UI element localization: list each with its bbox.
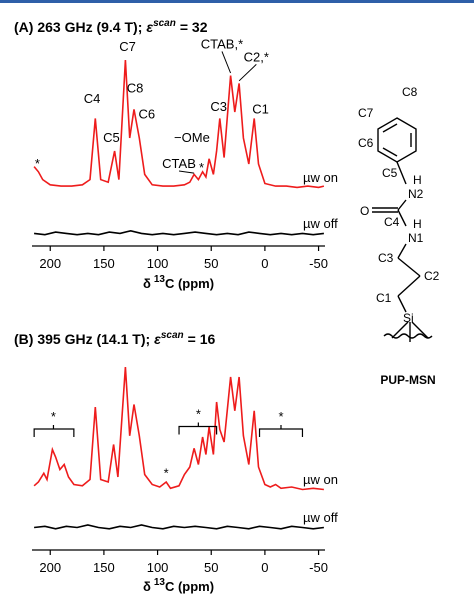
peak-label: CTAB (162, 156, 196, 171)
panel-title: (B) 395 GHz (14.1 T); εscan = 16 (14, 330, 215, 347)
spectrum-line (33, 59, 325, 189)
title-superscript: scan (161, 330, 184, 341)
x-tick-label: 0 (261, 256, 268, 271)
peak-label: * (164, 465, 169, 480)
peak-label: CTAB,* (201, 36, 243, 51)
atom-label: Si (403, 311, 414, 325)
surface-wave (383, 333, 433, 339)
x-tick-label: 50 (204, 560, 218, 575)
x-label-superscript: 13 (154, 274, 166, 285)
peak-label: C4 (84, 91, 101, 106)
spectrum-line (33, 366, 324, 491)
series-label: µw off (303, 216, 338, 231)
x-axis-label: δ 13C (ppm) (143, 274, 214, 291)
x-axis-label: δ 13C (ppm) (143, 577, 214, 594)
bond (382, 123, 398, 133)
peak-label: C7 (119, 39, 136, 54)
peak-label: −OMe (174, 130, 210, 145)
bond (397, 295, 407, 313)
atom-label: N2 (408, 187, 424, 201)
atom-label: C8 (402, 85, 418, 99)
atom-label: C6 (358, 136, 374, 150)
atom-label: C7 (358, 106, 374, 120)
title-symbol: ε (154, 331, 161, 347)
x-tick-label: 0 (261, 560, 268, 575)
bond (382, 147, 398, 157)
x-tick-label: 200 (39, 256, 61, 271)
x-tick-label: -50 (309, 256, 328, 271)
peak-label: * (278, 409, 283, 424)
atom-label: C1 (376, 291, 392, 305)
x-tick-label: 150 (93, 256, 115, 271)
bond (397, 243, 407, 259)
bracket (178, 422, 218, 435)
molecule-name: PUP-MSN (380, 373, 435, 387)
x-tick-label: 200 (39, 560, 61, 575)
molecule: C8 C7 C6 C5 H N2 O C4 H N1 C3 C2 C1 Si P… (358, 85, 440, 387)
x-tick-label: 50 (204, 256, 218, 271)
top-rule (0, 0, 474, 3)
peak-label: C5 (103, 130, 120, 145)
series-label: µw on (303, 472, 338, 487)
title-text: (A) 263 GHz (9.4 T); (14, 19, 142, 35)
pointer (221, 51, 232, 74)
peak-label: C1 (252, 101, 269, 116)
x-tick-label: 100 (147, 560, 169, 575)
atom-label: C5 (382, 166, 398, 180)
title-superscript: scan (153, 18, 176, 29)
bond (397, 275, 421, 297)
atom-label: N1 (408, 231, 424, 245)
atom-label: H (413, 217, 422, 231)
peak-label: * (196, 407, 201, 422)
atom-label: H (413, 173, 422, 187)
peak-label: C3 (210, 99, 227, 114)
bond (411, 321, 429, 339)
x-label-symbol: δ (143, 579, 151, 594)
peak-label: C6 (139, 107, 156, 122)
x-label-unit: C (ppm) (165, 276, 214, 291)
x-label-superscript: 13 (154, 577, 166, 588)
peak-label: * (199, 160, 204, 175)
x-tick-label: 150 (93, 560, 115, 575)
atom-label: C3 (378, 251, 394, 265)
peak-label: C8 (127, 81, 144, 96)
bond (397, 257, 421, 277)
x-tick-label: -50 (309, 560, 328, 575)
peak-label: C2,* (244, 49, 269, 64)
bond (397, 209, 407, 227)
title-value: = 32 (180, 19, 208, 35)
peak-label: * (51, 409, 56, 424)
bond (396, 161, 407, 185)
pointer (238, 64, 257, 82)
bracket (258, 425, 304, 437)
title-value: = 16 (188, 331, 216, 347)
bond (397, 199, 407, 211)
atom-label: O (360, 204, 369, 218)
panel-title: (A) 263 GHz (9.4 T); εscan = 32 (14, 18, 208, 35)
x-tick-label: 100 (147, 256, 169, 271)
x-label-unit: C (ppm) (165, 579, 214, 594)
x-label-symbol: δ (143, 276, 151, 291)
bond (391, 321, 409, 339)
peak-label: * (35, 156, 40, 171)
series-label: µw off (303, 510, 338, 525)
bracket (33, 425, 75, 437)
title-text: (B) 395 GHz (14.1 T); (14, 331, 150, 347)
series-label: µw on (303, 170, 338, 185)
title-symbol: ε (146, 19, 153, 35)
atom-label: C4 (384, 215, 400, 229)
pointer (178, 170, 195, 174)
atom-label: C2 (424, 269, 440, 283)
spectrum-line (34, 229, 324, 236)
spectrum-line (34, 524, 324, 530)
